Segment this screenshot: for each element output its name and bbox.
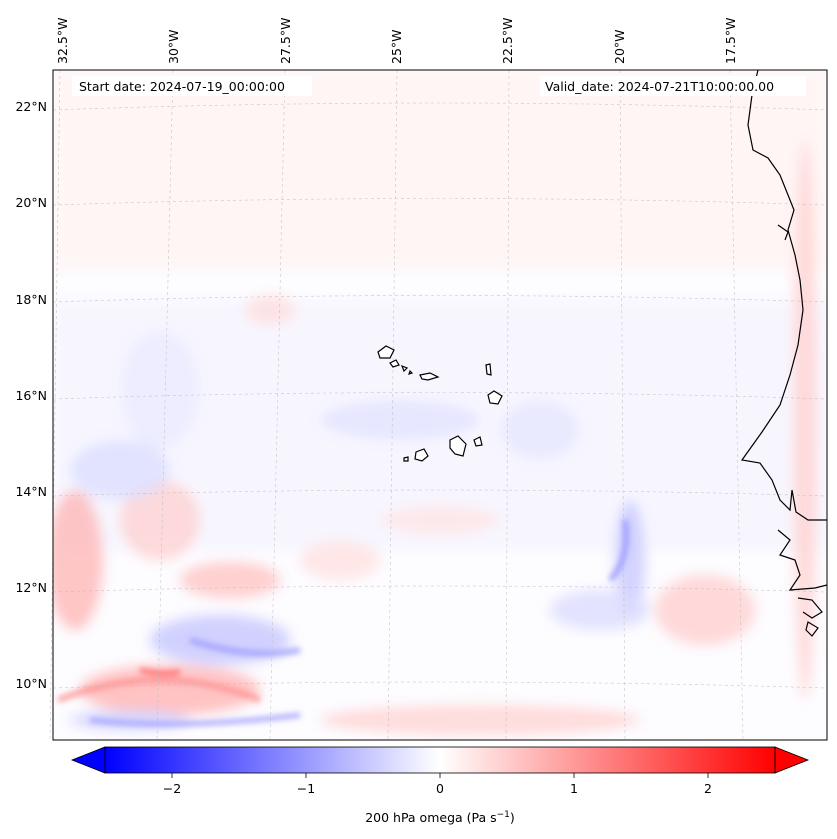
lon-label: 27.5°W bbox=[278, 18, 293, 64]
lon-label: 20°W bbox=[612, 29, 627, 64]
colorbar-min-extend bbox=[70, 746, 106, 774]
graticule bbox=[49, 69, 828, 741]
colorbar-gradient bbox=[105, 747, 775, 773]
lat-label: 16°N bbox=[15, 388, 47, 403]
valid-date-box bbox=[540, 76, 806, 96]
lon-label: 22.5°W bbox=[500, 18, 515, 64]
lon-label: 30°W bbox=[166, 29, 181, 64]
colorbar-max-extend bbox=[774, 746, 810, 774]
lat-label: 10°N bbox=[15, 676, 47, 691]
lat-label: 20°N bbox=[15, 195, 47, 210]
colorbar-tick-label: −2 bbox=[163, 781, 181, 796]
coastline bbox=[740, 69, 828, 637]
colorbar: −2 −1 0 1 2 200 hPa omega (Pa s−1) bbox=[70, 746, 810, 825]
map-frame bbox=[52, 69, 828, 741]
lon-label: 32.5°W bbox=[55, 18, 70, 64]
colorbar-tick-label: −1 bbox=[297, 781, 315, 796]
omega-field bbox=[53, 70, 827, 735]
colorbar-tick-label: 1 bbox=[570, 781, 578, 796]
longitude-labels: 32.5°W 30°W 27.5°W 25°W 22.5°W 20°W 17.5… bbox=[55, 18, 738, 64]
lat-label: 14°N bbox=[15, 484, 47, 499]
colorbar-ticks: −2 −1 0 1 2 bbox=[163, 773, 712, 796]
start-date-text: Start date: 2024-07-19_00:00:00 bbox=[79, 79, 285, 94]
latitude-labels: 22°N 20°N 18°N 16°N 14°N 12°N 10°N bbox=[15, 99, 47, 691]
lat-label: 12°N bbox=[15, 580, 47, 595]
colorbar-label: 200 hPa omega (Pa s−1) bbox=[365, 810, 515, 825]
cape-verde-islands bbox=[377, 345, 503, 462]
colorbar-tick-label: 0 bbox=[436, 781, 444, 796]
start-date-box bbox=[72, 76, 312, 96]
colorbar-tick-label: 2 bbox=[704, 781, 712, 796]
map-panel: Start date: 2024-07-19_00:00:00 Valid_da… bbox=[49, 69, 828, 741]
lat-label: 18°N bbox=[15, 292, 47, 307]
lon-label: 17.5°W bbox=[723, 18, 738, 64]
valid-date-text: Valid_date: 2024-07-21T10:00:00.00 bbox=[545, 79, 774, 94]
lon-label: 25°W bbox=[389, 29, 404, 64]
lat-label: 22°N bbox=[15, 99, 47, 114]
